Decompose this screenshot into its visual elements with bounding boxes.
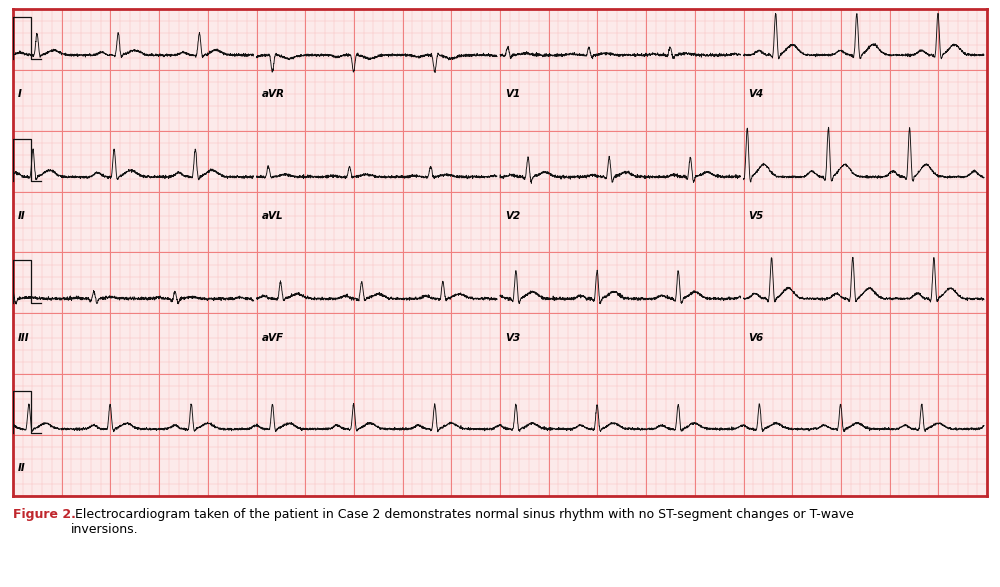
Text: II: II	[18, 211, 26, 221]
Text: Figure 2.: Figure 2.	[13, 508, 76, 521]
Text: V3: V3	[505, 333, 520, 343]
Text: aVR: aVR	[261, 89, 284, 99]
Text: V5: V5	[748, 211, 764, 221]
Text: V1: V1	[505, 89, 520, 99]
Text: aVF: aVF	[261, 333, 283, 343]
Text: V2: V2	[505, 211, 520, 221]
Text: III: III	[18, 333, 29, 343]
Text: V6: V6	[748, 333, 764, 343]
Text: II: II	[18, 463, 26, 473]
Text: aVL: aVL	[261, 211, 283, 221]
Text: V4: V4	[748, 89, 764, 99]
Text: Electrocardiogram taken of the patient in Case 2 demonstrates normal sinus rhyth: Electrocardiogram taken of the patient i…	[71, 508, 854, 536]
Text: I: I	[18, 89, 22, 99]
